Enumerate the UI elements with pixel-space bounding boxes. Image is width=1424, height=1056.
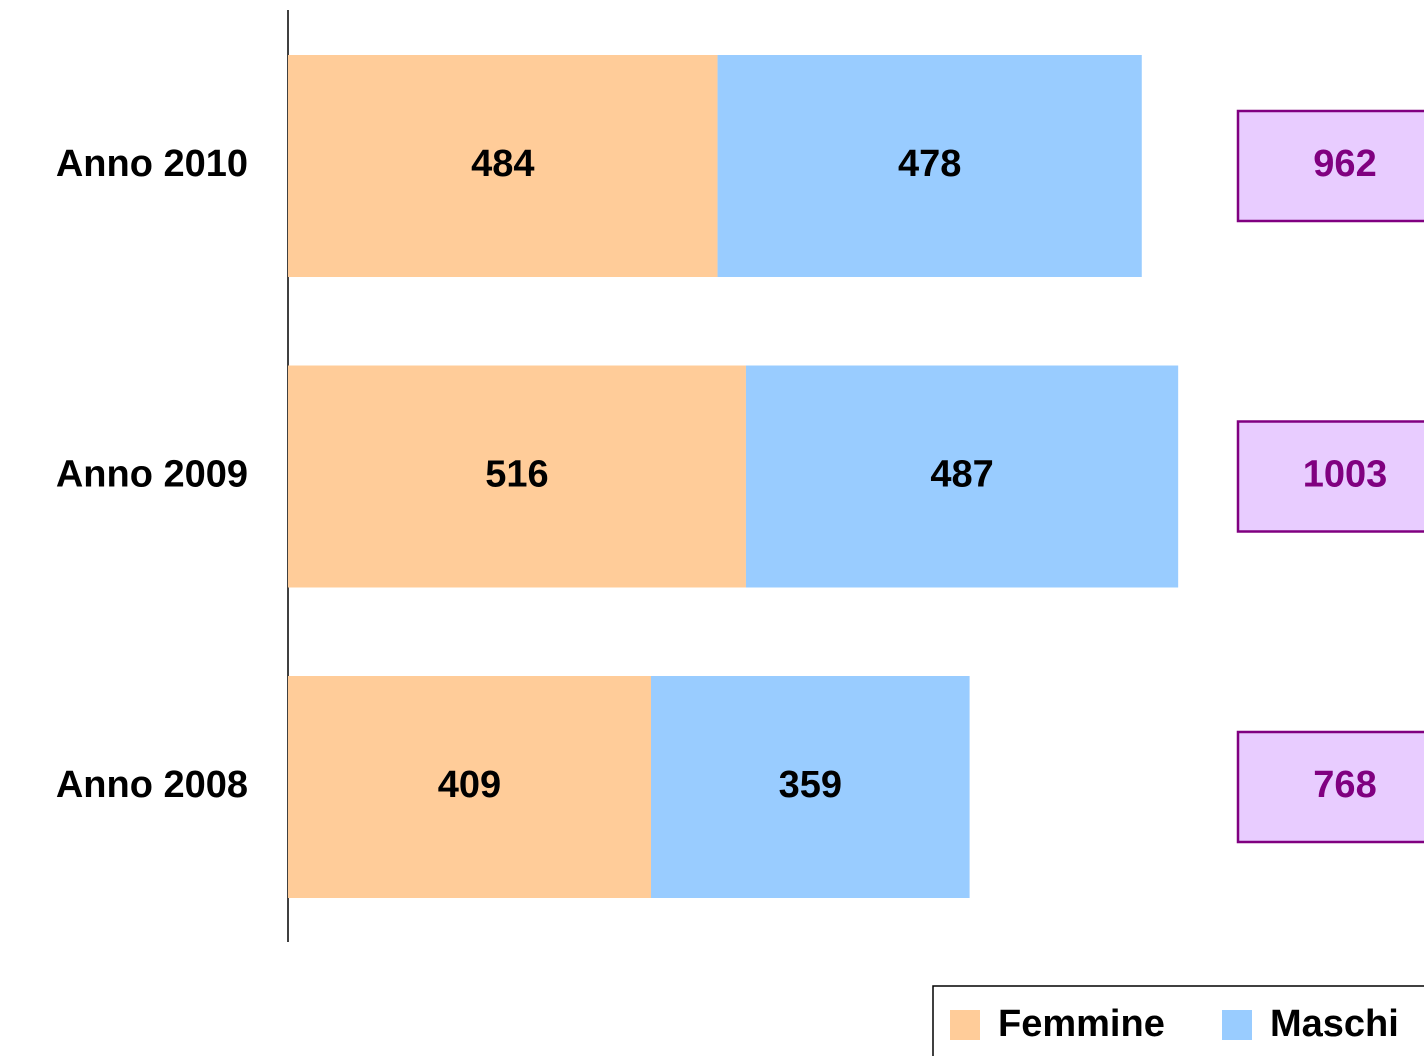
total-label: 1003 (1303, 454, 1388, 496)
bar-segment (288, 676, 651, 898)
total-box (1236, 730, 1424, 844)
legend-box (932, 985, 1424, 1056)
bar-segment (717, 55, 1142, 277)
data-label: 359 (779, 764, 842, 806)
total-label: 768 (1313, 764, 1376, 806)
bar-segment (288, 55, 718, 277)
y-tick-label: Anno 2008 (56, 764, 248, 806)
legend-swatch (1222, 1010, 1252, 1040)
bar-segment (745, 365, 1179, 588)
bar-segment (288, 365, 746, 588)
total-label: 962 (1313, 143, 1376, 185)
legend-label: Femmine (998, 1003, 1165, 1045)
bar-segment (650, 676, 970, 898)
legend-swatch (950, 1010, 980, 1040)
data-label: 409 (438, 764, 501, 806)
y-tick-label: Anno 2009 (56, 454, 248, 496)
data-label: 484 (471, 143, 534, 185)
data-label: 478 (898, 143, 961, 185)
data-label: 516 (485, 454, 548, 496)
y-tick-label: Anno 2010 (56, 143, 248, 185)
total-box (1236, 109, 1424, 223)
data-label: 487 (930, 454, 993, 496)
legend-label: Maschi (1270, 1003, 1399, 1045)
total-box (1236, 420, 1424, 533)
